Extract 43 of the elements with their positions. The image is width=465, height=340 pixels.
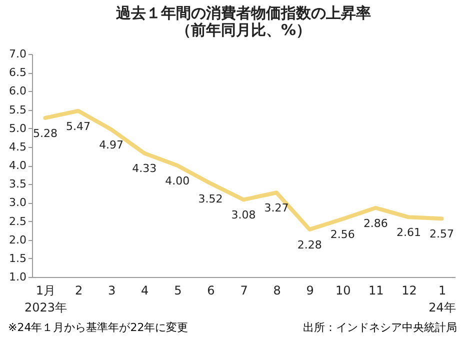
y-tick-label: 4.5	[9, 140, 26, 154]
y-tick-label: 5.0	[9, 122, 26, 135]
x-tick-label: 1 24年	[428, 284, 456, 314]
text: 4.33	[132, 162, 157, 176]
y-tick-label: 6.0	[9, 84, 26, 98]
y-tick-label: 1.5	[9, 252, 26, 265]
x-tick-label: 2	[74, 284, 83, 298]
y-tick-label: 3.0	[9, 196, 26, 210]
text: 5.28	[32, 126, 58, 140]
text: 4.00	[165, 174, 190, 188]
text: 出所：インドネシア中央統計局	[303, 320, 457, 335]
x-tick-label: 11	[368, 284, 384, 298]
x-tick-label: 1月 2023年	[24, 284, 67, 314]
text: 2.61	[396, 226, 421, 240]
text: 3.52	[198, 192, 223, 206]
text: 3.27	[264, 202, 289, 215]
text: 5.47	[66, 120, 91, 133]
x-tick-label: 12	[402, 284, 417, 298]
text: ※24年１月から基準年が22年に変更	[8, 320, 188, 335]
text: 2.28	[297, 238, 322, 252]
y-tick-label: 2.5	[9, 214, 26, 228]
y-tick-label: 4.0	[9, 159, 26, 172]
y-tick-label: 5.5	[9, 103, 26, 116]
x-tick-label: 6	[207, 284, 215, 298]
y-tick-label: 3.5	[9, 178, 26, 191]
x-tick-label: 5	[174, 284, 182, 298]
x-tick-label: 4	[141, 284, 149, 298]
text: 4.97	[99, 138, 124, 152]
text: 2.57	[430, 228, 454, 241]
y-tick-label: 6.5	[9, 66, 26, 80]
x-tick-label: 3	[108, 284, 116, 298]
y-tick-label: 1.0	[9, 270, 26, 284]
x-tick-label: 9	[306, 284, 314, 298]
y-tick-label: 7.0	[9, 48, 26, 60]
x-tick-label: 8	[273, 284, 281, 298]
x-tick-label: 7	[240, 284, 248, 298]
y-tick-label: 2.0	[9, 233, 26, 246]
text: 2.56	[330, 228, 355, 242]
text: 3.08	[231, 208, 256, 222]
chart-title: 過去１年間の消費者物価指数の上昇率	[115, 4, 371, 22]
chart-subtitle: （前年同月比、%）	[176, 21, 312, 39]
x-tick-label: 10	[336, 284, 351, 298]
text: 2.86	[363, 216, 388, 230]
